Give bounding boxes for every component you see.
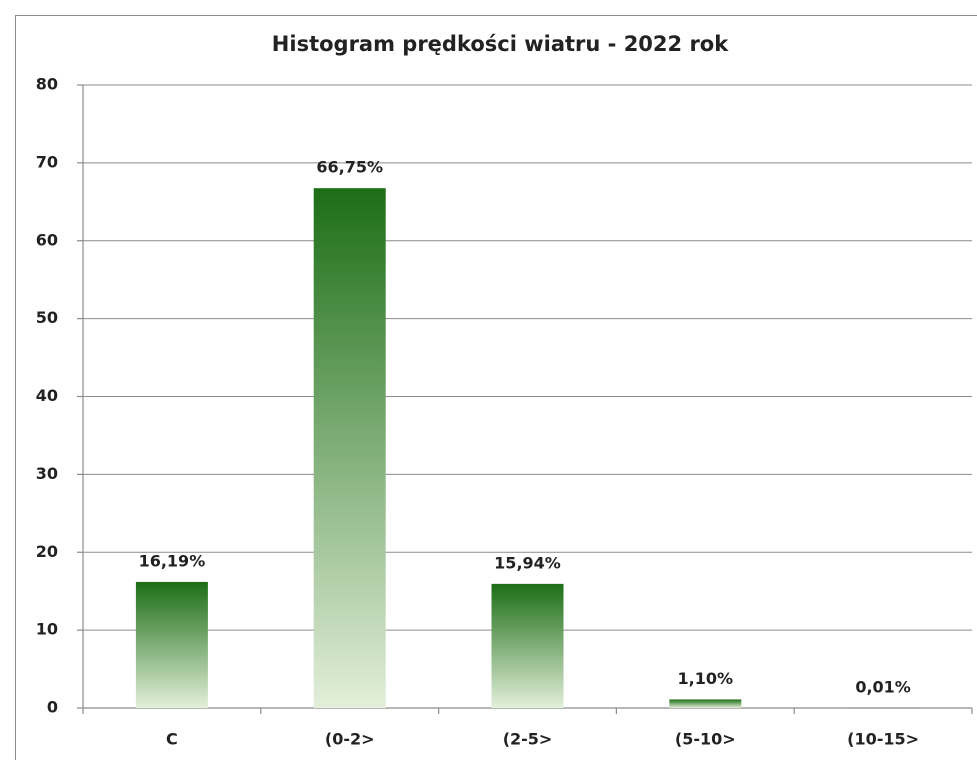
y-tick-label: 20 [36,542,58,561]
y-tick-label: 0 [47,698,58,717]
bar [135,581,208,708]
value-label: 66,75% [316,158,383,177]
chart-title: Histogram prędkości wiatru - 2022 rok [272,32,729,56]
value-label: 15,94% [494,553,561,572]
x-tick-label: (0-2> [325,730,375,749]
y-tick-label: 40 [36,386,58,405]
value-label: 16,19% [139,551,206,570]
bar [669,699,742,708]
y-tick-label: 80 [36,75,58,94]
bar [491,583,564,708]
y-tick-label: 60 [36,230,58,249]
x-tick-label: (2-5> [503,730,553,749]
x-tick-label: C [166,730,178,749]
y-tick-label: 50 [36,308,58,327]
x-tick-label: (10-15> [847,730,919,749]
y-tick-label: 10 [36,620,58,639]
value-label: 0,01% [855,677,911,696]
y-tick-label: 30 [36,464,58,483]
bar [313,188,386,708]
x-tick-label: (5-10> [675,730,736,749]
value-label: 1,10% [678,669,734,688]
y-tick-label: 70 [36,152,58,171]
